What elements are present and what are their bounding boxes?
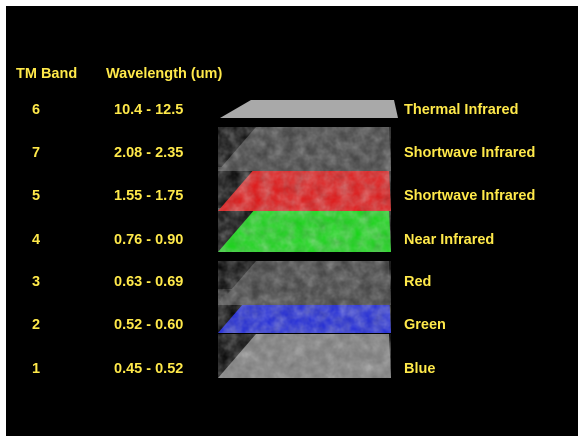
wavelength-header: Wavelength (um): [106, 66, 223, 82]
band-number: 6: [32, 102, 41, 118]
band-header: TM Band: [16, 66, 78, 82]
band-name: Shortwave Infrared: [404, 145, 536, 161]
band-row-4: 4 0.76 - 0.90 Near Infrared: [6, 232, 578, 252]
layer-band-4: [218, 208, 391, 252]
band-row-7: 7 2.08 - 2.35 Shortwave Infrared: [6, 145, 578, 165]
band-wavelength: 0.45 - 0.52: [114, 361, 184, 377]
band-number: 2: [32, 317, 41, 333]
band-name: Blue: [404, 361, 436, 377]
layer-texture: [218, 261, 391, 305]
layer-band-3: [218, 261, 391, 305]
band-wavelength: 0.76 - 0.90: [114, 232, 184, 248]
band-name: Thermal Infrared: [404, 102, 519, 118]
band-number: 5: [32, 188, 41, 204]
band-wavelength: 10.4 - 12.5: [114, 102, 184, 118]
band-name: Green: [404, 317, 446, 333]
band-wavelength: 0.52 - 0.60: [114, 317, 184, 333]
band-number: 3: [32, 274, 41, 290]
layer-texture: [218, 167, 391, 211]
band-row-6: 6 10.4 - 12.5 Thermal Infrared: [6, 102, 578, 122]
band-number: 7: [32, 145, 41, 161]
band-name: Red: [404, 274, 432, 290]
band-wavelength: 1.55 - 1.75: [114, 188, 184, 204]
band-number: 1: [32, 361, 41, 377]
layer-band-5: [218, 167, 391, 211]
band-layer-stack: [218, 100, 398, 378]
band-row-5: 5 1.55 - 1.75 Shortwave Infrared: [6, 188, 578, 208]
layer-texture: [218, 127, 391, 171]
band-name: Near Infrared: [404, 232, 495, 248]
layer-band-7: [218, 127, 391, 171]
band-name: Shortwave Infrared: [404, 188, 536, 204]
band-row-2: 2 0.52 - 0.60 Green: [6, 317, 578, 337]
band-wavelength: 0.63 - 0.69: [114, 274, 184, 290]
band-wavelength: 2.08 - 2.35: [114, 145, 184, 161]
layer-band-1: [218, 334, 391, 378]
figure-frame: TM Band Wavelength (um) 6 10.4 - 12.5 Ther…: [6, 6, 578, 436]
band-number: 4: [32, 232, 41, 248]
layer-texture: [218, 208, 391, 252]
band-row-3: 3 0.63 - 0.69 Red: [6, 274, 578, 294]
layer-band-6: [220, 100, 398, 118]
layer-texture: [218, 334, 391, 378]
layer-fill: [220, 100, 398, 118]
band-row-1: 1 0.45 - 0.52 Blue: [6, 361, 578, 381]
